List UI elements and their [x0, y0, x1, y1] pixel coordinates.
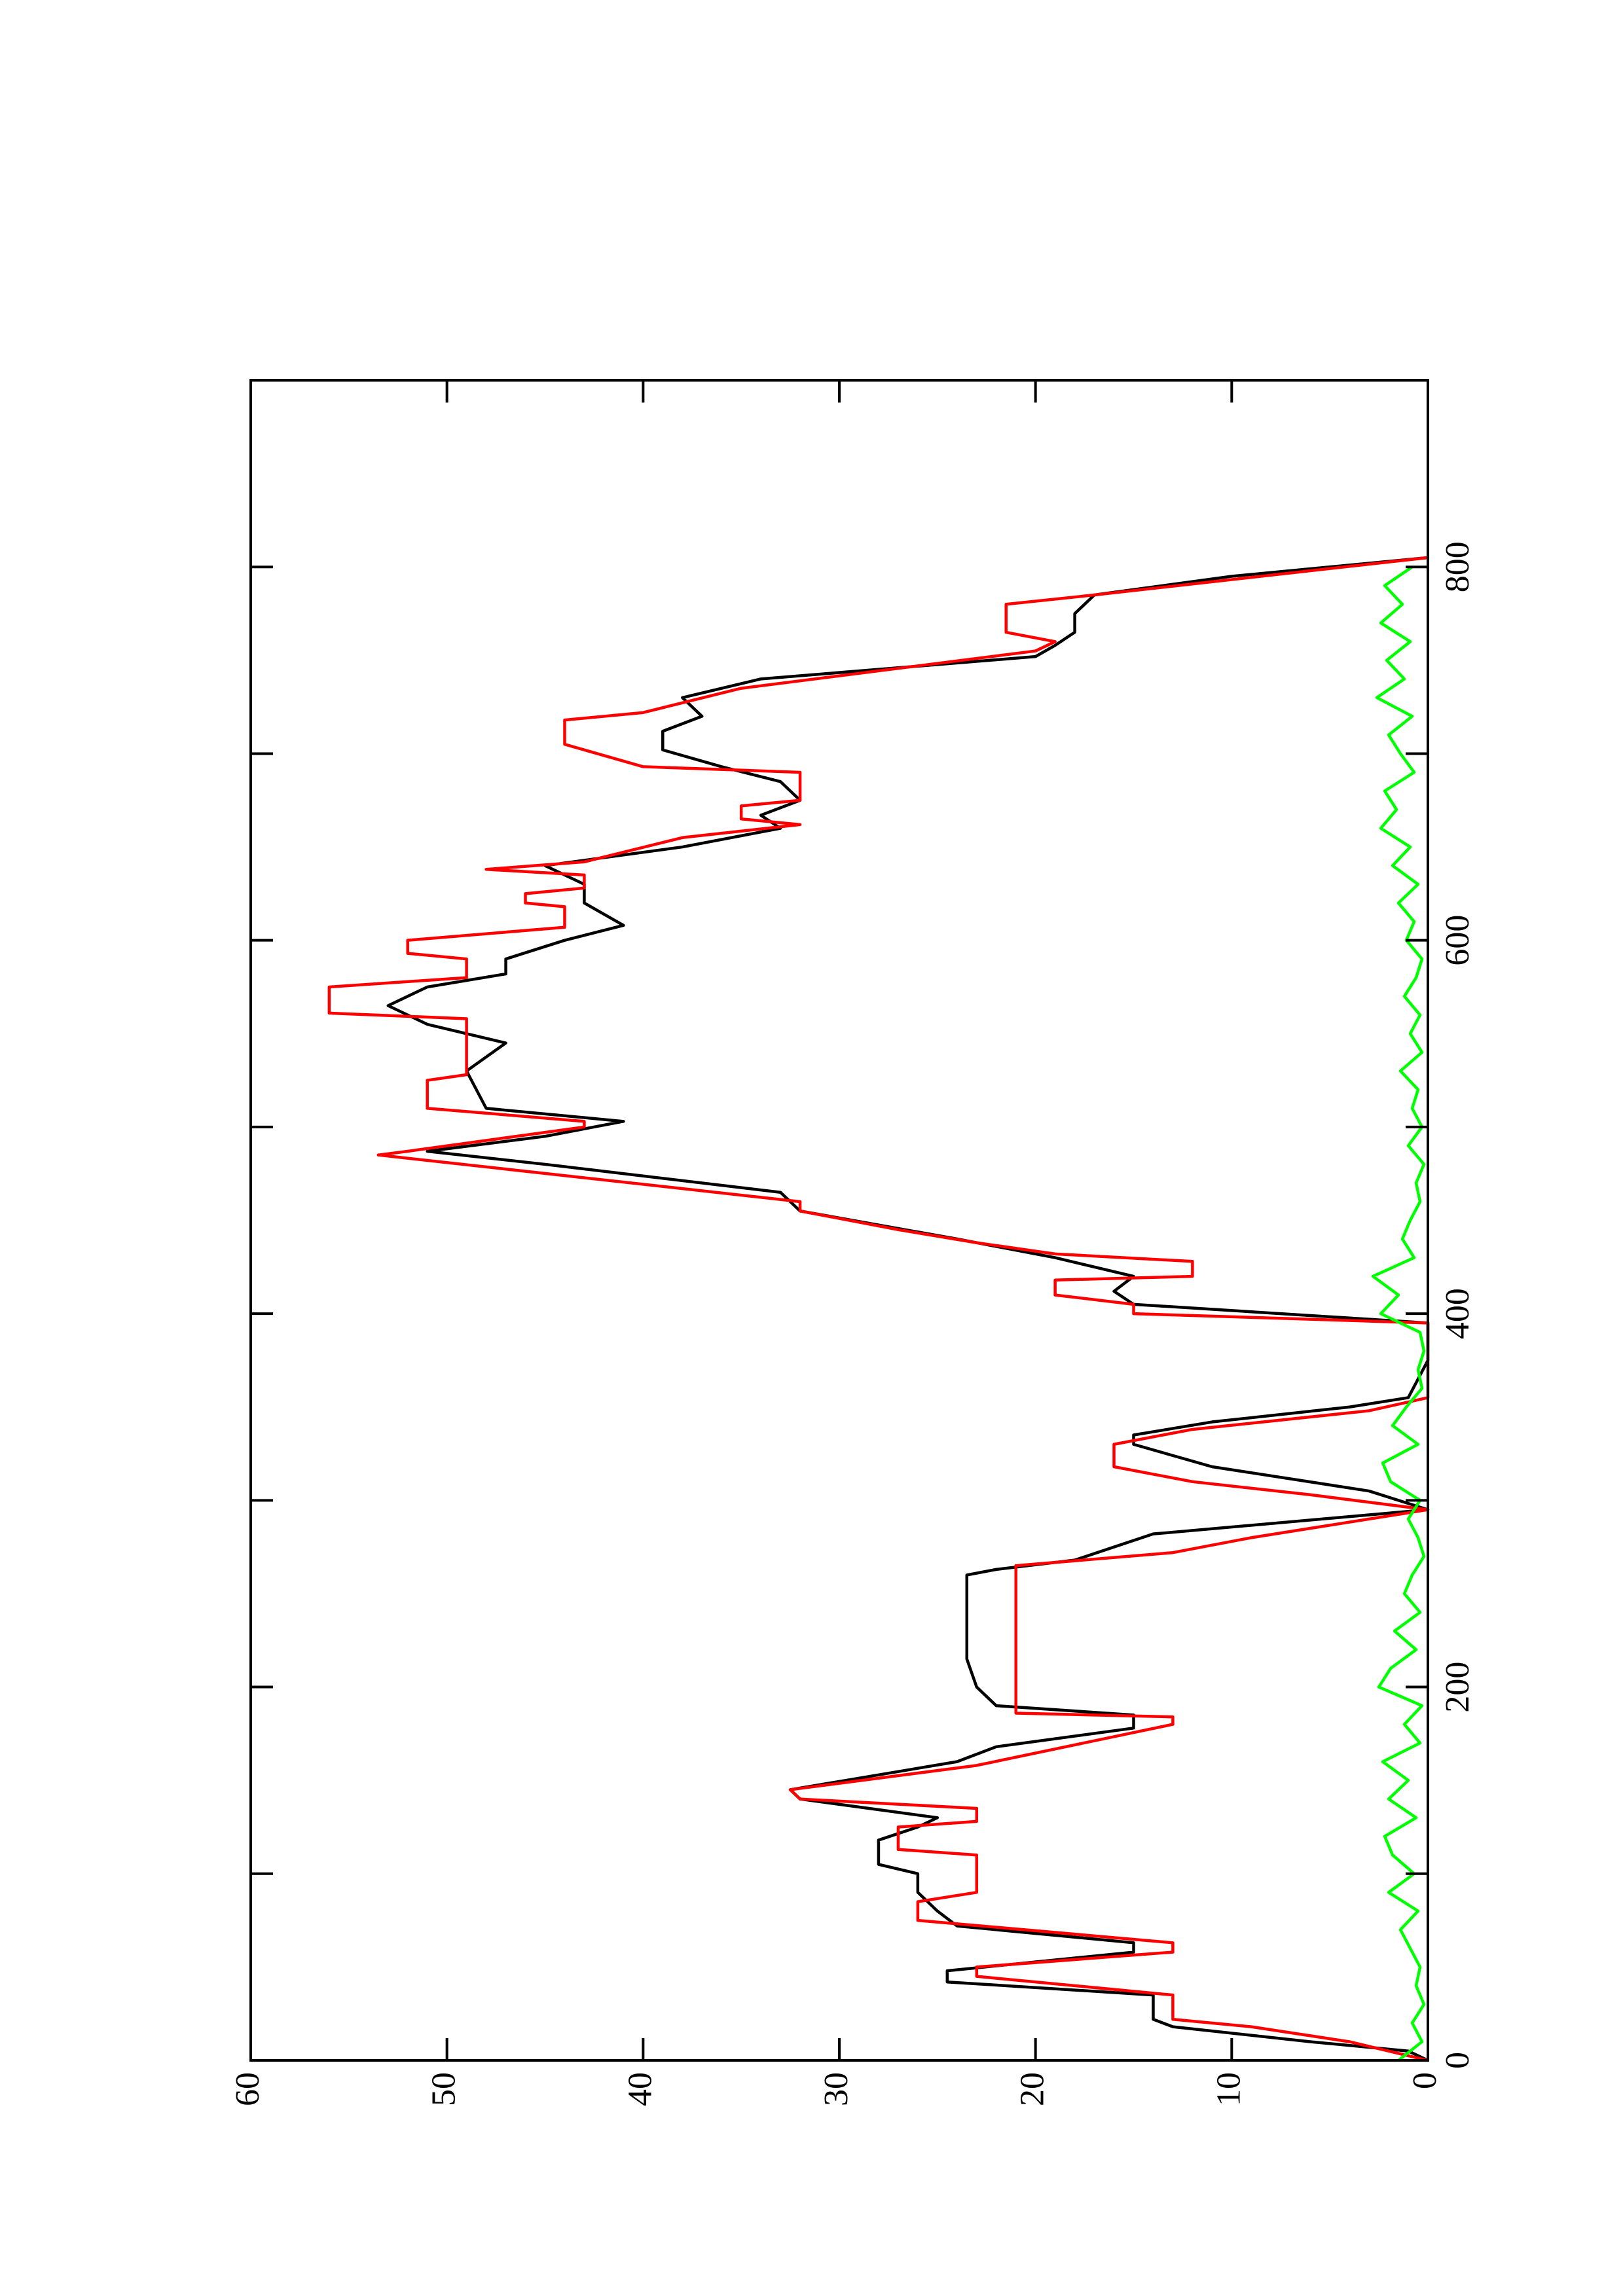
x-tick-label: 600: [1439, 915, 1476, 966]
y-tick-label: 0: [1406, 2072, 1444, 2089]
y-tick-label: 20: [1014, 2072, 1051, 2106]
x-tick-label: 400: [1439, 1288, 1476, 1339]
data-line: [327, 556, 1430, 2062]
data-line: [1371, 565, 1426, 2062]
y-tick-label: 50: [426, 2072, 463, 2106]
x-tick-label: 0: [1439, 2052, 1476, 2069]
y-tick-label: 60: [229, 2072, 266, 2106]
y-tick-label: 10: [1210, 2072, 1247, 2106]
x-tick-label: 800: [1439, 541, 1476, 592]
y-tick-label: 40: [621, 2072, 659, 2106]
plot-area: 0 200 400 600 800 0 10 20 30 40 50 60: [229, 379, 1476, 2106]
x-tick-label: 200: [1439, 1662, 1476, 1713]
data-line: [386, 556, 1430, 2062]
y-tick-label: 30: [818, 2072, 855, 2106]
